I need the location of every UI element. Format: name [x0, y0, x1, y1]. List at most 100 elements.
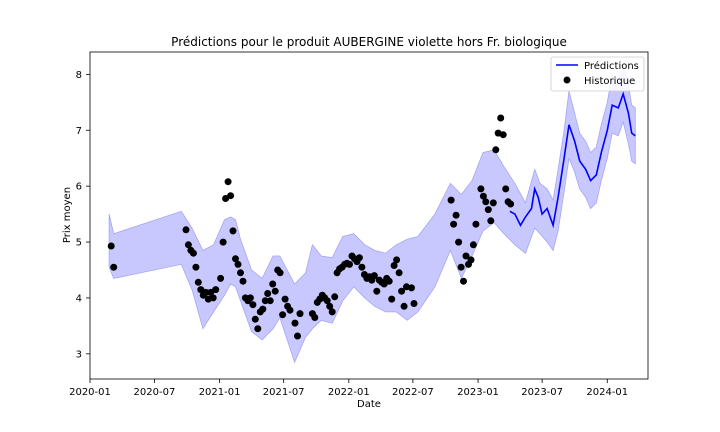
plot-frame: [89, 51, 649, 380]
history-point: [291, 319, 299, 327]
history-point: [323, 297, 331, 305]
history-point: [232, 255, 239, 263]
history-point: [487, 217, 495, 225]
y-tick-label: 8: [76, 70, 82, 81]
legend: Prédictions Historique: [550, 56, 645, 92]
y-tick-label: 7: [76, 126, 82, 137]
history-point: [281, 295, 289, 303]
history-point: [331, 293, 339, 301]
y-tick-label: 4: [76, 293, 82, 304]
x-tick-label: 2021-07: [263, 387, 305, 398]
history-point: [410, 300, 418, 307]
history-point: [286, 306, 294, 314]
x-tick-label: 2020-01: [69, 387, 111, 398]
history-point: [398, 287, 406, 295]
history-point: [212, 286, 220, 294]
legend-marker-swatch: [563, 76, 571, 84]
history-point: [492, 146, 500, 154]
history-point: [246, 294, 254, 302]
history-point: [390, 262, 398, 269]
history-point: [239, 277, 247, 285]
history-point: [385, 277, 393, 285]
history-point: [107, 242, 115, 250]
history-point: [249, 301, 257, 309]
y-axis-ticks: 3 4 5 6 7 8: [76, 70, 90, 360]
history-point: [189, 249, 197, 257]
history-point: [479, 192, 487, 200]
history-point: [373, 287, 381, 295]
history-point: [266, 297, 274, 305]
y-tick-label: 5: [76, 238, 82, 249]
history-point: [355, 254, 363, 262]
x-axis-ticks: 2020-01 2020-07 2021-01 2021-07 2022-01 2022-…: [69, 379, 628, 398]
history-point: [229, 227, 237, 235]
confidence-band: [108, 64, 636, 364]
history-point: [271, 287, 279, 295]
history-point: [259, 305, 267, 313]
y-tick-label: 6: [76, 182, 82, 193]
history-point: [447, 196, 455, 204]
legend-label-history: Historique: [584, 76, 635, 87]
history-point: [346, 260, 353, 268]
history-point: [194, 278, 202, 286]
x-axis-label: Date: [357, 399, 381, 410]
history-point: [462, 252, 470, 260]
history-point: [395, 269, 403, 277]
history-point: [452, 211, 460, 219]
history-point: [219, 238, 227, 246]
chart-title: Prédictions pour le produit AUBERGINE vi…: [171, 35, 567, 49]
history-point: [326, 302, 334, 310]
history-point: [224, 178, 232, 186]
history-point: [388, 295, 396, 303]
history-point: [484, 206, 492, 214]
history-point: [460, 277, 467, 285]
history-point: [234, 260, 242, 268]
history-point: [400, 302, 408, 310]
history-point: [455, 238, 463, 246]
y-axis-label: Prix moyen: [62, 187, 73, 243]
history-point: [469, 241, 477, 249]
history-point: [472, 220, 480, 228]
history-point: [227, 192, 235, 200]
x-tick-label: 2021-01: [199, 387, 241, 398]
history-point: [261, 297, 269, 305]
history-point: [489, 199, 497, 207]
history-point: [499, 131, 507, 139]
history-point: [209, 294, 217, 302]
history-point: [184, 241, 192, 249]
x-tick-label: 2023-07: [521, 387, 563, 398]
history-point: [450, 220, 458, 228]
history-point: [254, 325, 262, 333]
history-point: [294, 332, 301, 340]
history-point: [393, 256, 401, 264]
history-points: [107, 114, 515, 340]
history-point: [264, 290, 272, 297]
history-point: [358, 263, 366, 271]
history-point: [279, 311, 287, 319]
y-tick-label: 3: [76, 349, 82, 360]
history-point: [408, 284, 415, 292]
history-point: [296, 310, 304, 318]
history-point: [497, 114, 505, 122]
history-point: [251, 315, 259, 323]
history-point: [202, 288, 210, 296]
history-point: [269, 280, 277, 288]
x-tick-label: 2022-01: [328, 387, 370, 398]
history-point: [502, 185, 510, 193]
x-tick-label: 2023-01: [457, 387, 499, 398]
history-point: [328, 308, 336, 316]
history-point: [467, 256, 475, 264]
legend-label-predictions: Prédictions: [584, 60, 639, 72]
plot-area: [107, 64, 636, 364]
history-point: [507, 200, 515, 208]
history-point: [192, 263, 200, 271]
x-tick-label: 2022-07: [392, 387, 434, 398]
history-point: [237, 269, 244, 277]
x-tick-label: 2024-01: [586, 387, 628, 398]
history-point: [457, 263, 465, 271]
history-point: [311, 314, 319, 321]
x-tick-label: 2020-07: [134, 387, 176, 398]
prediction-line: [509, 91, 636, 229]
history-point: [370, 272, 378, 280]
